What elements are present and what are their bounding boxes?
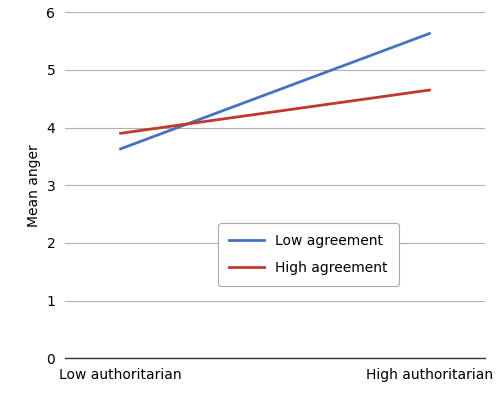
Legend: Low agreement, High agreement: Low agreement, High agreement [218,223,399,286]
Y-axis label: Mean anger: Mean anger [27,144,41,227]
